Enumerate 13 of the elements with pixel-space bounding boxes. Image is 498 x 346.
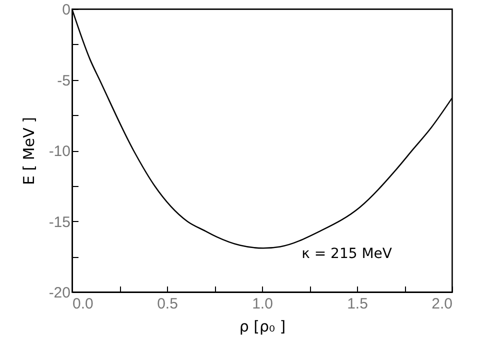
x-tick-label: 0.5: [157, 296, 178, 312]
x-axis-title: ρ [ρ₀ ]: [239, 318, 286, 336]
y-tick-label: -20: [48, 284, 70, 302]
y-tick-label: -15: [48, 214, 70, 231]
x-tick-label: 0.0: [72, 296, 94, 312]
x-tick-label: 2.0: [432, 296, 452, 312]
y-tick-label: 0: [62, 2, 70, 18]
x-tick-label: 1.5: [347, 296, 368, 312]
y-tick-label: -5: [57, 72, 70, 90]
x-tick-label: 1.0: [252, 296, 273, 312]
y-axis-title: E [ MeV ]: [20, 117, 38, 185]
y-tick-label: -10: [48, 143, 70, 160]
annotation: κ = 215 MeV: [302, 246, 392, 262]
